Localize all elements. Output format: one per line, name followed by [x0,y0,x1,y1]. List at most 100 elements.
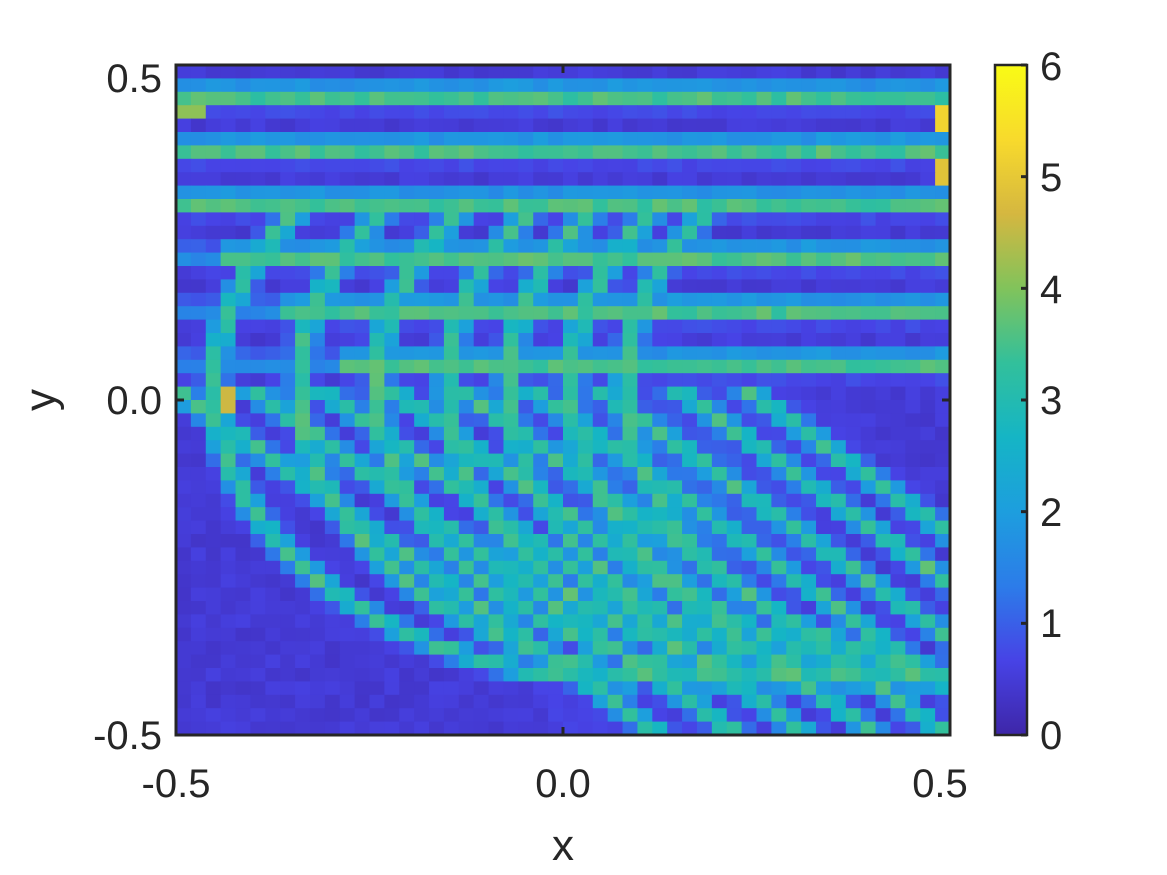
heatmap-cell [741,480,758,495]
heatmap-cell [563,212,579,227]
heatmap-cell [473,158,490,173]
heatmap-cell [399,400,415,414]
heatmap-cell [577,105,594,120]
heatmap-cell [726,185,743,200]
heatmap-cell [682,520,698,535]
heatmap-cell [518,641,534,656]
heatmap-cell [458,78,475,93]
heatmap-cell [696,627,713,642]
heatmap-cell [577,668,594,682]
heatmap-cell [280,266,296,280]
heatmap-cell [786,346,802,361]
heatmap-cell [518,400,534,414]
heatmap-cell [860,319,877,334]
heatmap-cell [830,306,847,321]
heatmap-cell [577,426,594,441]
heatmap-cell [816,493,832,508]
heatmap-cell [384,319,400,334]
heatmap-cell [265,199,281,213]
heatmap-cell [458,520,475,535]
heatmap-cell [771,359,787,374]
heatmap-cell [399,654,415,669]
heatmap-cell [845,118,862,133]
heatmap-cell [458,493,475,508]
heatmap-cell [533,493,549,508]
heatmap-cell [771,574,787,589]
heatmap-cell [369,158,385,173]
heatmap-cell [235,239,252,254]
heatmap-cell [860,279,877,294]
heatmap-cell [429,266,445,280]
heatmap-cell [905,601,921,615]
heatmap-cell [473,493,490,508]
heatmap-cell [369,614,385,629]
heatmap-cell [176,319,192,334]
heatmap-cell [577,199,594,213]
heatmap-cell [280,534,296,548]
heatmap-cell [905,239,921,254]
colorbar-ticks [1021,63,1027,737]
heatmap-cell [935,292,951,307]
heatmap-cell [801,386,817,401]
heatmap-cell [190,400,207,414]
heatmap-cell [265,65,281,79]
heatmap-cell [309,132,326,146]
heatmap-cell [339,91,356,106]
heatmap-cell [488,158,505,173]
heatmap-cell [280,145,296,160]
heatmap-cell [265,292,281,307]
heatmap-cell [533,158,549,173]
heatmap-cell [860,132,877,146]
heatmap-cell [235,212,252,227]
heatmap-cell [384,694,400,709]
heatmap-cell [309,493,326,508]
heatmap-cell [473,105,490,120]
heatmap-cell [369,507,385,522]
heatmap-cell [354,708,371,723]
heatmap-cell [905,199,921,213]
heatmap-cell [816,333,832,347]
heatmap-cell [354,574,371,589]
heatmap-cell [280,400,296,414]
heatmap-cell [845,641,862,656]
heatmap-cell [816,252,832,267]
heatmap-cell [696,547,713,562]
heatmap-cell [518,145,534,160]
heatmap-cell [622,453,639,468]
heatmap-cell [324,279,341,294]
heatmap-cell [548,413,564,428]
heatmap-cell [637,132,653,146]
heatmap-cell [905,453,921,468]
heatmap-cell [592,587,609,602]
heatmap-cell [503,520,519,535]
heatmap-cell [741,132,758,146]
heatmap-cell [890,91,906,106]
heatmap-cell [354,400,371,414]
heatmap-cell [667,132,683,146]
heatmap-cell [577,721,594,736]
heatmap-cell [935,574,951,589]
heatmap-cell [354,480,371,495]
heatmap-cell [563,587,579,602]
heatmap-cell [339,185,356,200]
heatmap-cell [741,601,758,615]
heatmap-cell [741,333,758,347]
heatmap-cell [905,306,921,321]
heatmap-cell [399,708,415,723]
heatmap-cell [176,614,192,629]
heatmap-cell [429,319,445,334]
heatmap-cell [577,574,594,589]
heatmap-cell [533,185,549,200]
heatmap-cell [399,386,415,401]
heatmap-cell [563,413,579,428]
heatmap-cell [295,681,311,696]
heatmap-cell [309,158,326,173]
heatmap-cell [473,239,490,254]
heatmap-cell [518,386,534,401]
heatmap-cell [890,266,906,280]
heatmap-cell [339,480,356,495]
heatmap-cell [548,654,564,669]
heatmap-cell [369,199,385,213]
heatmap-cell [667,534,683,548]
heatmap-cell [235,386,252,401]
